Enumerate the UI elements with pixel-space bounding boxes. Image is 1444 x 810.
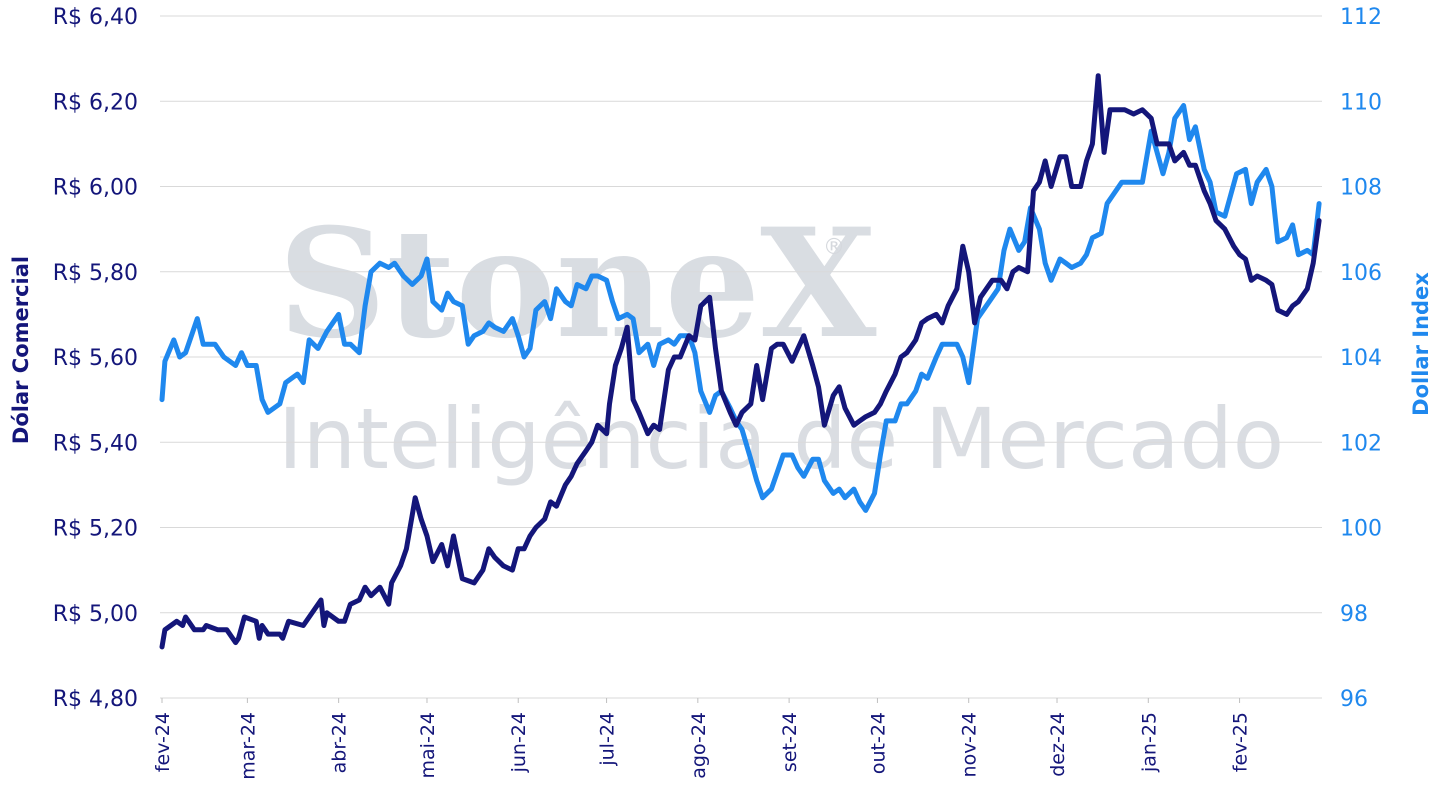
right-tick-label: 100 xyxy=(1340,517,1382,542)
series-layer xyxy=(159,73,1322,650)
gridlines xyxy=(160,15,1322,699)
left-tick-label: R$ 5,00 xyxy=(53,602,138,627)
x-tick-label: set-24 xyxy=(779,712,801,772)
right-tick-label: 110 xyxy=(1340,90,1382,115)
right-tick-label: 102 xyxy=(1340,431,1382,456)
x-tick-label: fev-24 xyxy=(152,712,174,772)
left-tick-label: R$ 6,00 xyxy=(53,176,138,201)
x-tick-label: nov-24 xyxy=(959,712,981,777)
series-line-dollar-index xyxy=(159,103,1322,513)
right-tick-label: 104 xyxy=(1340,346,1382,371)
watermark: StoneX ® Inteligência de Mercado xyxy=(278,196,1284,488)
right-axis-ticks: 96 98 100 102 104 106 108 110 112 xyxy=(1340,5,1382,712)
x-tick-label: jan-25 xyxy=(1138,712,1160,773)
left-tick-label: R$ 5,60 xyxy=(53,346,138,371)
x-tick-label: jun-24 xyxy=(508,712,530,773)
left-tick-label: R$ 6,40 xyxy=(53,5,138,30)
left-tick-label: R$ 4,80 xyxy=(53,687,138,712)
x-tick-label: mar-24 xyxy=(237,712,259,780)
left-tick-label: R$ 6,20 xyxy=(53,90,138,115)
right-tick-label: 108 xyxy=(1340,176,1382,201)
x-tick-label: mai-24 xyxy=(417,712,439,778)
right-tick-label: 112 xyxy=(1340,5,1382,30)
right-tick-label: 106 xyxy=(1340,261,1382,286)
left-tick-label: R$ 5,20 xyxy=(53,517,138,542)
left-axis-ticks: R$ 4,80 R$ 5,00 R$ 5,20 R$ 5,40 R$ 5,60 R$ 5,… xyxy=(53,5,138,712)
watermark-subtitle: Inteligência de Mercado xyxy=(278,390,1284,488)
x-tick-label: ago-24 xyxy=(688,712,710,779)
left-tick-label: R$ 5,40 xyxy=(53,431,138,456)
watermark-registered-mark: ® xyxy=(823,235,845,260)
right-tick-label: 98 xyxy=(1340,602,1368,627)
x-tick-label: abr-24 xyxy=(329,712,351,773)
right-tick-label: 96 xyxy=(1340,687,1368,712)
x-axis-ticks: fev-24 mar-24 abr-24 mai-24 jun-24 jul-24 ago-… xyxy=(152,698,1252,780)
x-tick-label: dez-24 xyxy=(1047,712,1069,777)
left-tick-label: R$ 5,80 xyxy=(53,261,138,286)
series-line-dolar-comercial xyxy=(159,73,1322,650)
x-tick-label: out-24 xyxy=(867,712,889,774)
right-axis-title: Dollar Index xyxy=(1409,272,1433,416)
x-tick-label: fev-25 xyxy=(1230,712,1252,772)
left-axis-title: Dólar Comercial xyxy=(9,256,33,444)
x-tick-label: jul-24 xyxy=(597,712,619,767)
